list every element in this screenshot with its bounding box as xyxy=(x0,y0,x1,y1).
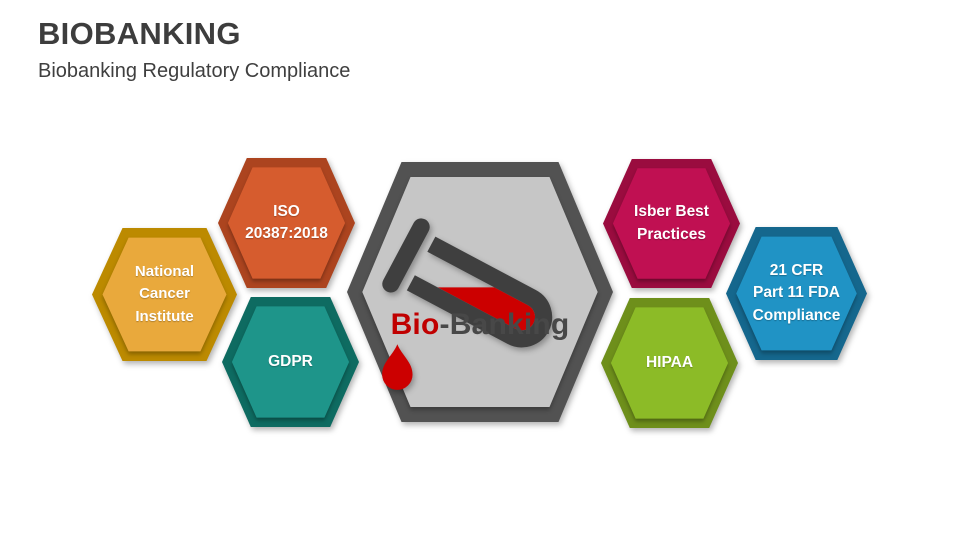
hexagon-shape xyxy=(92,228,237,361)
center-hexagon-label: Bio -Banking xyxy=(347,303,613,347)
hexagon-national-cancer-institute: National Cancer Institute xyxy=(92,228,237,361)
hexagon-21-cfr-part-11-fda-compliance: 21 CFR Part 11 FDA Compliance xyxy=(726,227,867,360)
hexagon-isber-best-practices: Isber Best Practices xyxy=(603,159,740,288)
hexagon-shape xyxy=(222,297,359,427)
hexagon-shape xyxy=(603,159,740,288)
hexagon-gdpr: GDPR xyxy=(222,297,359,427)
hexagon-hipaa: HIPAA xyxy=(601,298,738,428)
center-label-accent: Bio xyxy=(390,308,440,341)
blood-drop-icon xyxy=(382,344,413,390)
hexagon-iso-20387-2018: ISO 20387:2018 xyxy=(218,158,355,288)
page-title: BIOBANKING xyxy=(38,16,241,51)
hexagon-shape xyxy=(601,298,738,428)
test-tube-icon xyxy=(382,218,553,390)
center-label-rest: -Banking xyxy=(439,308,570,341)
slide-header: BIOBANKING Biobanking Regulatory Complia… xyxy=(38,16,350,83)
hexagon-shape xyxy=(218,158,355,288)
page-subtitle: Biobanking Regulatory Compliance xyxy=(38,59,351,82)
hexagon-bio-banking-center: Bio -Banking xyxy=(347,162,613,422)
hexagon-shape xyxy=(726,227,867,360)
